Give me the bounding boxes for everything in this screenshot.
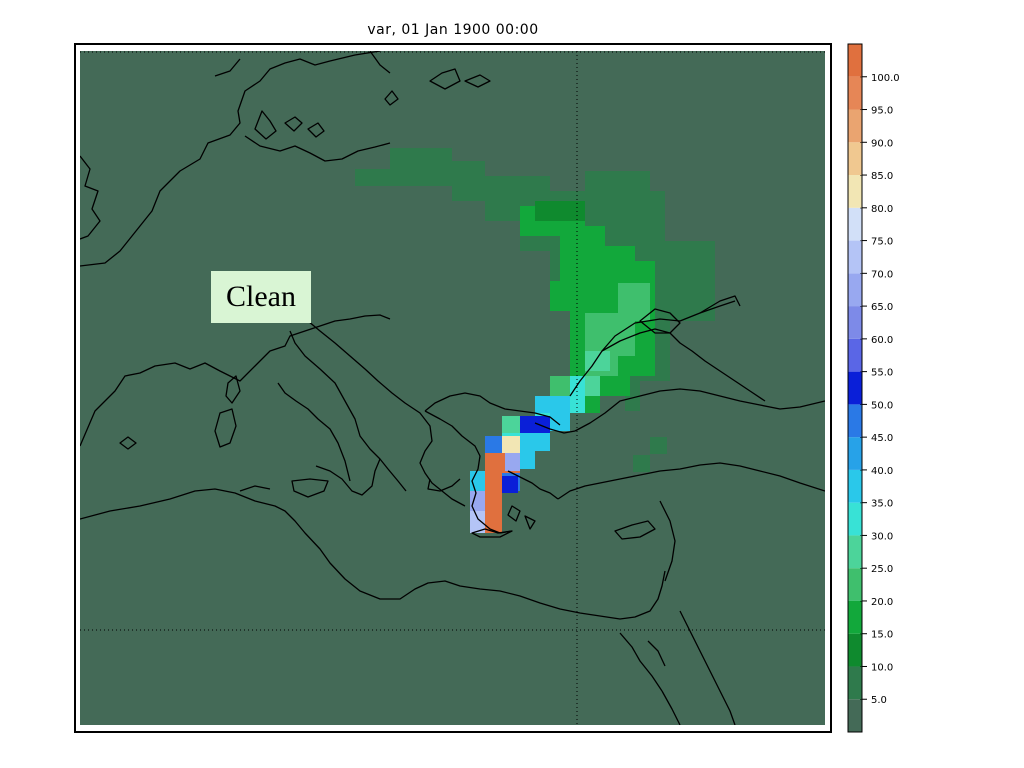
colorbar-border — [847, 43, 863, 733]
colorbar-tick-label: 10.0 — [871, 662, 893, 673]
colorbar-tick-label: 50.0 — [871, 400, 893, 411]
colorbar-swatch — [848, 175, 862, 208]
concentration-field — [355, 148, 715, 533]
colorbar-swatch — [848, 600, 862, 634]
colorbar-swatch — [848, 404, 862, 438]
colorbar-tick-label: 35.0 — [871, 499, 893, 510]
colorbar-tick-label: 30.0 — [871, 531, 893, 542]
colorbar-swatch — [848, 666, 862, 700]
colorbar-tick-label: 80.0 — [871, 204, 893, 215]
colorbar-tick-label: 55.0 — [871, 368, 893, 379]
colorbar-swatch — [848, 76, 862, 110]
colorbar-tick-label: 15.0 — [871, 630, 893, 641]
colorbar-tick-label: 65.0 — [871, 302, 893, 313]
colorbar-tick-label: 100.0 — [871, 73, 900, 84]
colorbar-swatch — [848, 109, 862, 143]
colorbar-swatch — [848, 437, 862, 470]
grid-lines — [80, 51, 825, 725]
colorbar-tick-label: 25.0 — [871, 564, 893, 575]
colorbar-swatch — [848, 535, 862, 569]
colorbar-swatch — [848, 502, 862, 536]
colorbar-swatch — [848, 142, 862, 176]
colorbar-tick-label: 60.0 — [871, 335, 893, 346]
colorbar-tick-label: 20.0 — [871, 597, 893, 608]
colorbar-swatch — [848, 568, 862, 601]
colorbar-swatch — [848, 699, 862, 732]
colorbar-swatch — [848, 306, 862, 339]
colorbar-tick-label: 75.0 — [871, 237, 893, 248]
colorbar-swatch — [848, 371, 862, 405]
colorbar: 5.0 10.0 15.0 20.0 25.0 30.0 35.0 40.0 45.0 50.0 5… — [847, 43, 900, 733]
colorbar-swatch — [848, 240, 862, 274]
colorbar-tick-label: 85.0 — [871, 171, 893, 182]
colorbar-tick-label: 5.0 — [871, 695, 887, 706]
region-label: Clean — [211, 271, 311, 323]
colorbar-tick-label: 40.0 — [871, 466, 893, 477]
colorbar-tick-label: 95.0 — [871, 106, 893, 117]
coastlines — [80, 51, 825, 725]
colorbar-swatch — [848, 207, 862, 241]
colorbar-swatch — [848, 338, 862, 372]
colorbar-swatch — [848, 469, 862, 503]
colorbar-swatch — [848, 273, 862, 307]
plot-title: var, 01 Jan 1900 00:00 — [367, 22, 539, 38]
map-area — [80, 51, 825, 725]
colorbar-tick-label: 45.0 — [871, 433, 893, 444]
colorbar-swatch — [848, 44, 862, 77]
map-background — [80, 51, 825, 725]
colorbar-swatch — [848, 633, 862, 667]
colorbar-tick-label: 90.0 — [871, 138, 893, 149]
colorbar-tick-label: 70.0 — [871, 269, 893, 280]
